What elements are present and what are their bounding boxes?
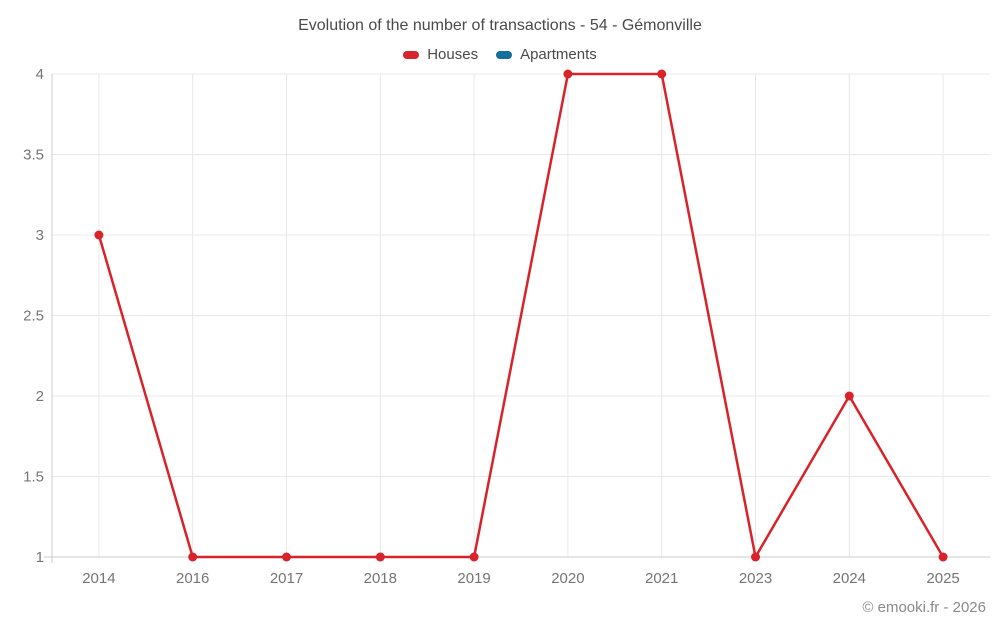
apartments-swatch-icon — [496, 50, 513, 59]
legend-item-houses[interactable]: Houses — [403, 46, 478, 63]
legend-item-apartments[interactable]: Apartments — [496, 46, 597, 63]
series-line-houses — [97, 72, 945, 559]
point-houses-2019[interactable] — [469, 552, 479, 562]
x-tick-label: 2024 — [833, 570, 866, 587]
point-houses-2018[interactable] — [375, 552, 385, 562]
point-houses-2017[interactable] — [282, 552, 291, 562]
y-tick-label: 4 — [36, 66, 44, 83]
y-tick-label: 2 — [36, 388, 44, 405]
point-houses-2016[interactable] — [188, 552, 198, 562]
legend-label-houses: Houses — [427, 46, 479, 63]
x-tick-label: 2014 — [82, 570, 115, 587]
watermark-credit[interactable]: © emooki.fr - 2026 — [862, 599, 986, 616]
point-houses-2025[interactable] — [938, 552, 948, 562]
point-houses-2014[interactable] — [94, 230, 104, 240]
y-tick-label: 2.5 — [23, 308, 44, 325]
x-tick-label: 2017 — [270, 570, 303, 587]
y-tick-label: 1 — [36, 549, 44, 566]
x-tick-label: 2025 — [926, 570, 959, 587]
chart-title: Evolution of the number of transactions … — [298, 17, 702, 34]
point-houses-2023[interactable] — [751, 552, 760, 562]
point-houses-2021[interactable] — [657, 69, 667, 79]
point-houses-2024[interactable] — [844, 391, 854, 401]
x-tick-label: 2016 — [176, 570, 209, 587]
x-tick-label: 2021 — [645, 570, 678, 587]
legend: Houses Apartments — [0, 46, 1000, 63]
x-tick-label: 2020 — [551, 570, 584, 587]
x-tick-label: 2018 — [364, 570, 397, 587]
x-tick-label: 2023 — [739, 570, 772, 587]
point-houses-2020[interactable] — [563, 69, 573, 79]
y-tick-label: 1.5 — [23, 469, 44, 486]
legend-label-apartments: Apartments — [520, 46, 597, 63]
y-tick-label: 3 — [36, 227, 44, 244]
houses-swatch-icon — [403, 50, 420, 59]
x-tick-label: 2019 — [457, 570, 490, 587]
y-tick-label: 3.5 — [23, 147, 44, 164]
